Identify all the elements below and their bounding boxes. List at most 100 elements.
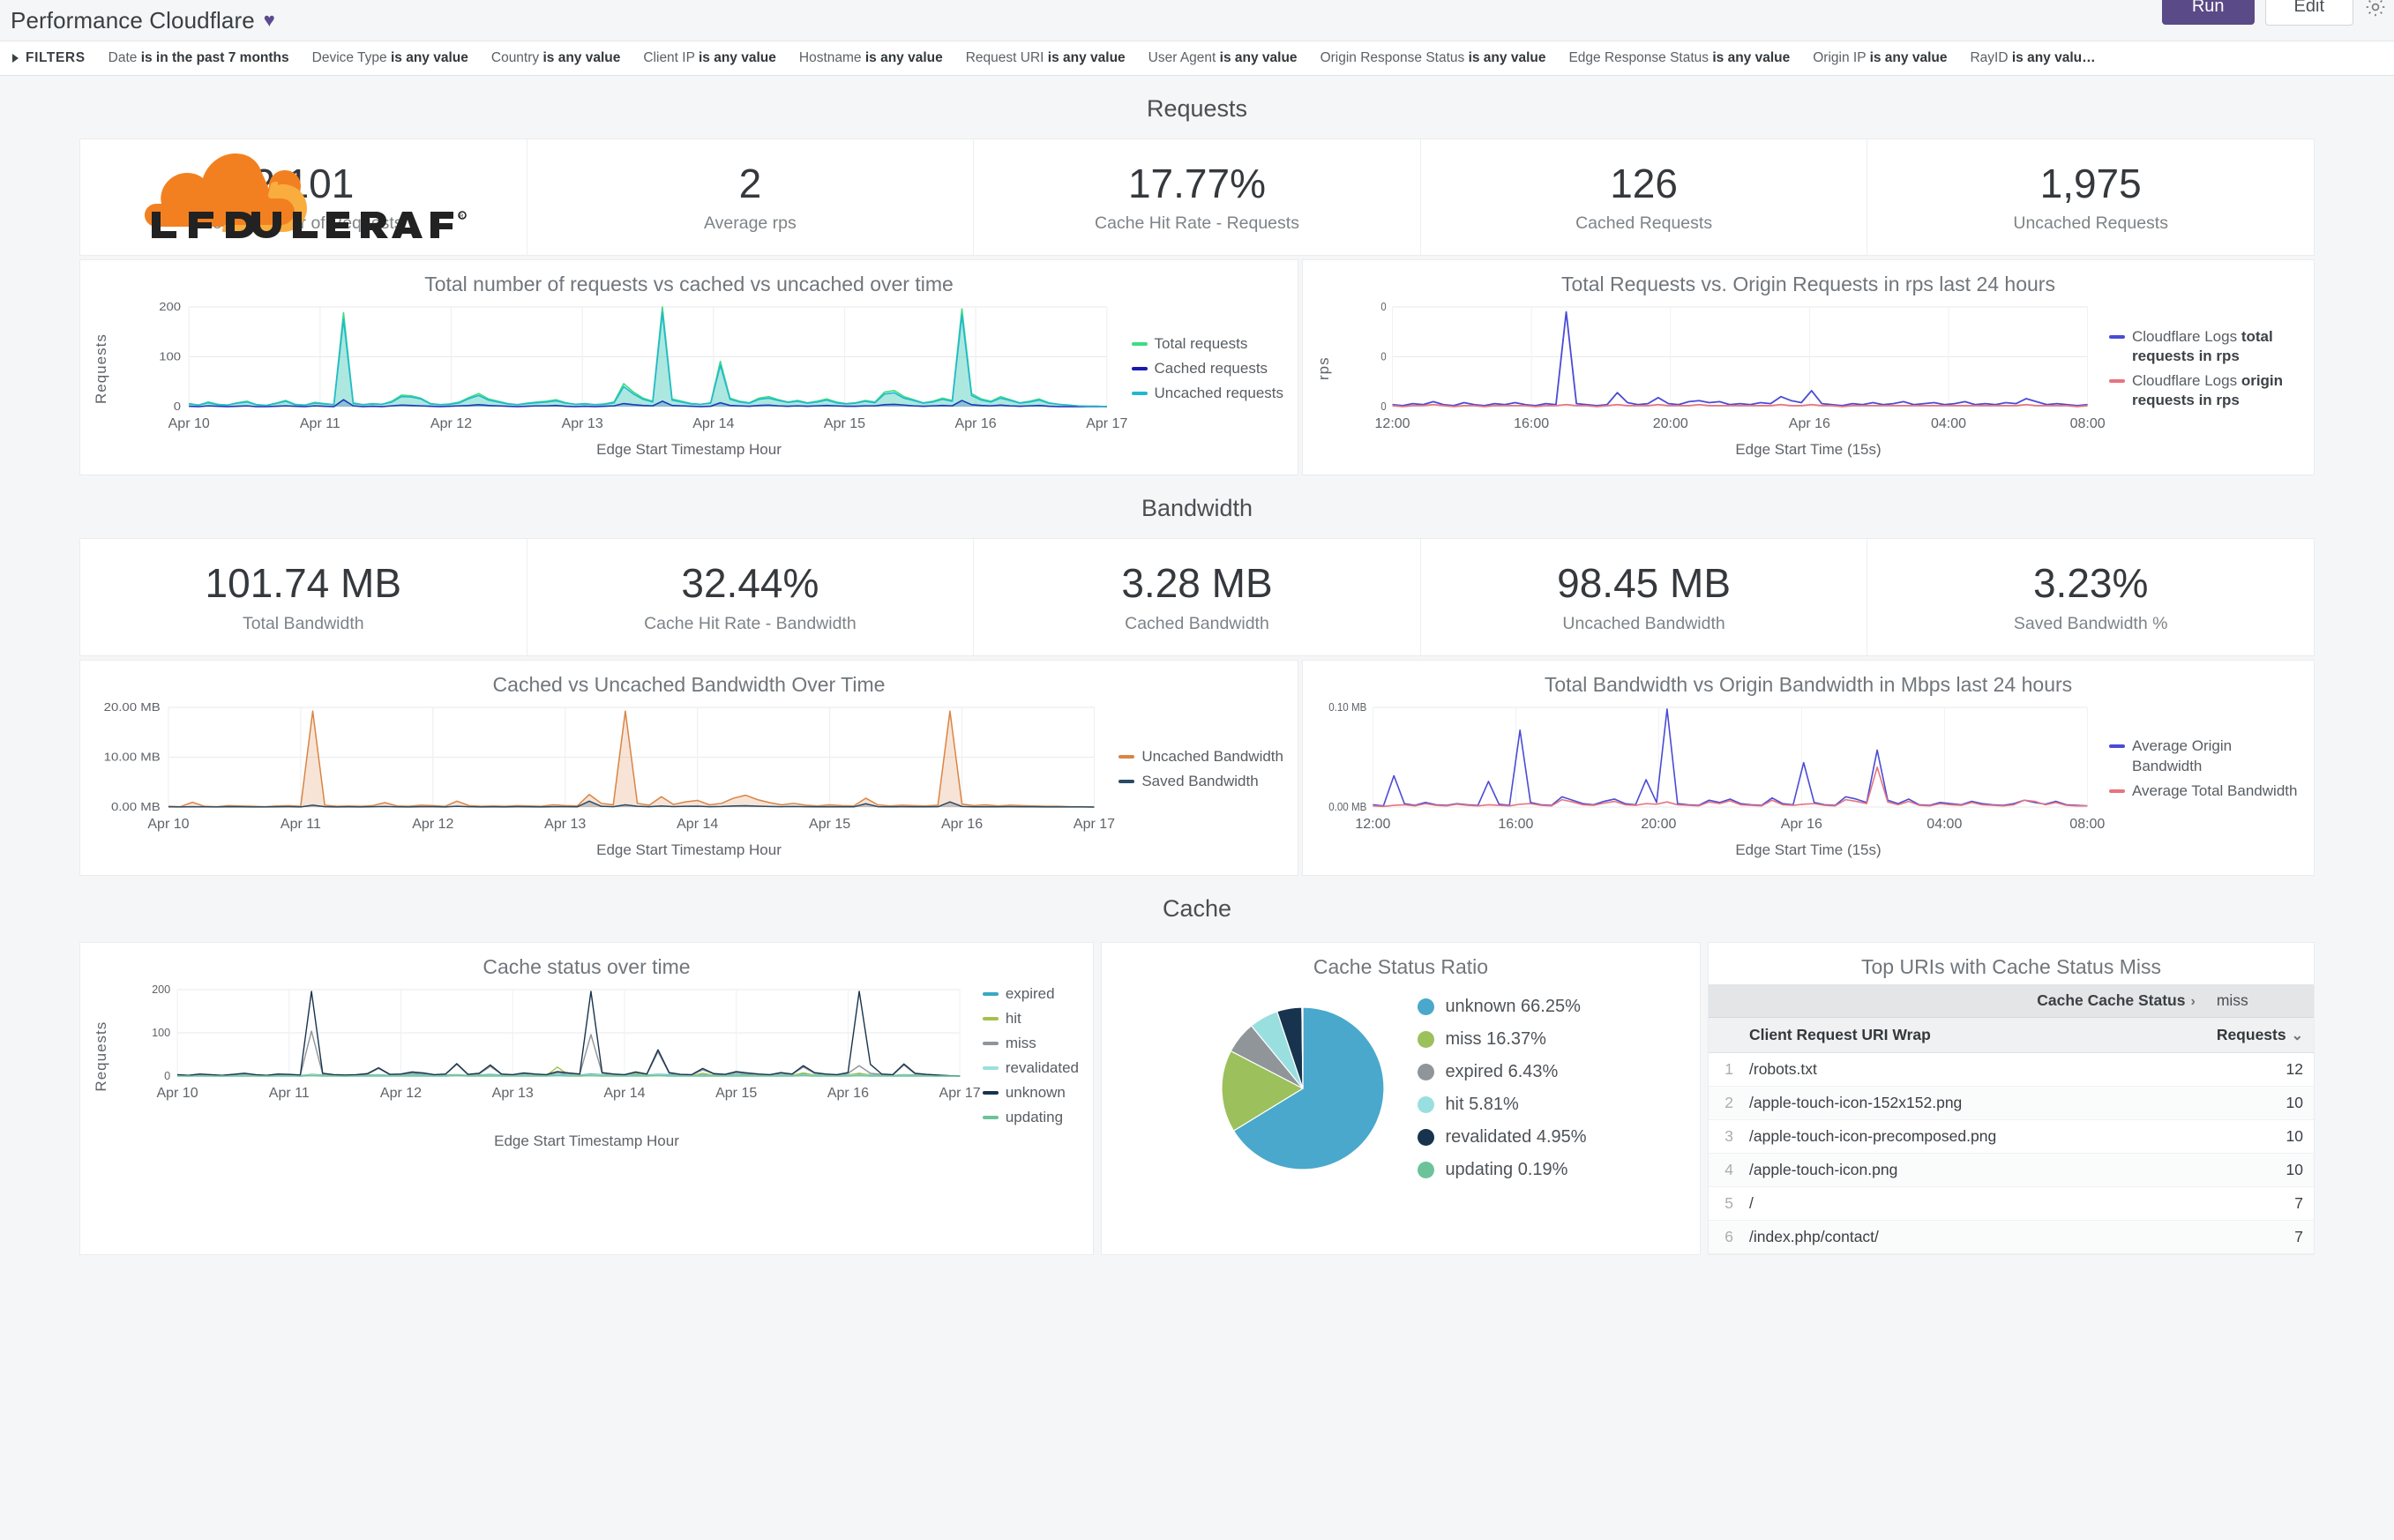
legend-swatch: [1118, 779, 1135, 783]
table-row[interactable]: 4/apple-touch-icon.png 10: [1709, 1153, 2314, 1187]
heart-icon[interactable]: ♥: [263, 9, 275, 31]
pie-legend-item[interactable]: miss 16.37%: [1418, 1029, 1586, 1050]
legend-item[interactable]: Cached requests: [1131, 359, 1283, 378]
legend-item[interactable]: Total requests: [1131, 334, 1283, 354]
row-uri: /: [1739, 1186, 2206, 1221]
x-tick-label: Apr 14: [677, 816, 719, 832]
legend-item[interactable]: miss: [982, 1034, 1079, 1053]
x-tick-label: Apr 14: [692, 416, 735, 432]
group-spacer: [1709, 983, 1739, 1018]
x-tick-label: 04:00: [1926, 816, 1963, 832]
column-header-requests-text: Requests: [2216, 1025, 2286, 1043]
filter-chip[interactable]: Edge Response Status is any value: [1568, 50, 1790, 66]
legend-swatch: [1131, 367, 1148, 371]
table-row[interactable]: 3/apple-touch-icon-precomposed.png 10: [1709, 1119, 2314, 1154]
legend-swatch: [1131, 342, 1148, 347]
kpi-tile[interactable]: 17.77% Cache Hit Rate - Requests: [974, 139, 1421, 256]
kpi-tile[interactable]: 1,975 Uncached Requests: [1867, 139, 2314, 256]
legend-swatch: [2109, 335, 2125, 340]
legend-item[interactable]: Saved Bandwidth: [1118, 772, 1283, 791]
filter-chip[interactable]: Date is in the past 7 months: [108, 50, 289, 66]
kpi-tile[interactable]: 3.23% Saved Bandwidth %: [1867, 539, 2314, 655]
filter-chip[interactable]: Origin IP is any value: [1813, 50, 1947, 66]
top-bar-actions: Run Edit: [2161, 0, 2387, 26]
chart-title: Total number of requests vs cached vs un…: [424, 273, 954, 296]
legend-item[interactable]: Average Origin Bandwidth: [2109, 736, 2300, 775]
gear-icon[interactable]: [2364, 0, 2387, 19]
filter-field: Request URI: [965, 50, 1044, 65]
column-header-requests[interactable]: Requests ⌄: [2205, 1017, 2314, 1053]
legend-item[interactable]: unknown: [982, 1083, 1079, 1103]
x-tick-label: Apr 15: [715, 1085, 758, 1101]
legend-item[interactable]: hit: [982, 1009, 1079, 1028]
pie-legend-item[interactable]: hit 5.81%: [1418, 1095, 1586, 1115]
x-tick-label: Apr 17: [1086, 416, 1128, 432]
column-header-uri[interactable]: Client Request URI Wrap: [1739, 1017, 2206, 1053]
filter-chip[interactable]: Country is any value: [491, 50, 620, 66]
chart-bandwidth-vs-origin-mbps[interactable]: Total Bandwidth vs Origin Bandwidth in M…: [1302, 659, 2315, 876]
table-row[interactable]: 2/apple-touch-icon-152x152.png 10: [1709, 1086, 2314, 1120]
kpi-value: 1,975: [2039, 161, 2142, 206]
chart-requests-vs-origin-rps[interactable]: Total Requests vs. Origin Requests in rp…: [1302, 259, 2315, 476]
filter-chip[interactable]: Origin Response Status is any value: [1320, 50, 1546, 66]
table-row[interactable]: 5/7: [1709, 1186, 2314, 1221]
legend-swatch: [2109, 379, 2125, 384]
y-tick-label: 200: [152, 984, 170, 996]
cloudflare-logo-icon: R: [97, 153, 468, 259]
kpi-tile[interactable]: 3.28 MB Cached Bandwidth: [974, 539, 1421, 655]
filters-toggle[interactable]: FILTERS: [12, 50, 86, 66]
filter-chip[interactable]: RayID is any valu…: [1970, 50, 2095, 66]
legend-label: Cloudflare Logs total requests in rps: [2132, 328, 2273, 365]
pie-slice[interactable]: [1301, 1005, 1305, 1088]
pie-legend-label: miss 16.37%: [1445, 1028, 1546, 1049]
legend-item[interactable]: Cloudflare Logs origin requests in rps: [2109, 371, 2300, 410]
legend-swatch: [982, 991, 999, 996]
filter-chip[interactable]: Hostname is any value: [799, 50, 943, 66]
chart-requests-over-time[interactable]: Total number of requests vs cached vs un…: [79, 259, 1298, 476]
chart-legend: Total requests Cached requests Uncached re…: [1119, 302, 1289, 436]
chart-cache-status-over-time[interactable]: Cache status over time Requests 0 100 200 …: [79, 941, 1094, 1255]
pie-legend-item[interactable]: revalidated 4.95%: [1418, 1127, 1587, 1148]
legend-item[interactable]: Uncached requests: [1131, 384, 1283, 403]
y-tick-label: 0: [1380, 400, 1386, 413]
chart-cache-status-ratio[interactable]: Cache Status Ratio unknown 66.25% miss 16…: [1101, 941, 1701, 1255]
legend-item[interactable]: revalidated: [982, 1058, 1079, 1078]
x-tick-label: Apr 10: [168, 416, 210, 432]
section-title-requests: Requests: [1146, 95, 1248, 122]
edit-button[interactable]: Edit: [2264, 0, 2353, 26]
x-tick-label: 20:00: [1652, 416, 1688, 432]
chevron-right-icon: ›: [2190, 993, 2196, 1009]
legend-item[interactable]: Uncached Bandwidth: [1118, 747, 1283, 766]
table-row[interactable]: 1/robots.txt 12: [1709, 1052, 2314, 1087]
pie-slice[interactable]: [1221, 1050, 1305, 1132]
legend-item[interactable]: expired: [982, 984, 1079, 1004]
kpi-tile[interactable]: 2 Average rps: [527, 139, 975, 256]
pie-slice[interactable]: [1233, 1005, 1386, 1170]
chart-bandwidth-over-time[interactable]: Cached vs Uncached Bandwidth Over Time 0…: [79, 659, 1298, 876]
filter-value: is any value: [1468, 50, 1546, 65]
pie-legend-item[interactable]: unknown 66.25%: [1418, 997, 1586, 1017]
y-tick-label: 0.00 MB: [1328, 800, 1366, 812]
x-axis-label: Edge Start Timestamp Hour: [596, 841, 782, 858]
filter-chip[interactable]: Request URI is any value: [966, 50, 1126, 66]
table-row[interactable]: 6/index.php/contact/7: [1709, 1220, 2314, 1254]
kpi-tile[interactable]: 98.45 MB Uncached Bandwidth: [1420, 539, 1868, 655]
kpi-tile[interactable]: 101.74 MB Total Bandwidth: [80, 539, 527, 655]
legend-swatch: [982, 1090, 999, 1095]
pie-legend-item[interactable]: updating 0.19%: [1418, 1160, 1586, 1180]
group-header-label[interactable]: Cache Cache Status ›: [1739, 983, 2206, 1018]
x-tick-label: 16:00: [1498, 816, 1534, 832]
filter-chip[interactable]: Device Type is any value: [312, 50, 468, 66]
x-tick-label: Apr 13: [491, 1085, 534, 1101]
pie-legend-item[interactable]: expired 6.43%: [1418, 1062, 1586, 1082]
legend-item[interactable]: Cloudflare Logs total requests in rps: [2109, 327, 2300, 366]
filter-chip[interactable]: Client IP is any value: [643, 50, 776, 66]
kpi-tile[interactable]: 32.44% Cache Hit Rate - Bandwidth: [527, 539, 975, 655]
table-body: 1/robots.txt 12 2/apple-touch-icon-152x152…: [1709, 1052, 2314, 1254]
legend-item[interactable]: Average Total Bandwidth: [2109, 781, 2300, 801]
kpi-tile[interactable]: 126 Cached Requests: [1420, 139, 1868, 256]
legend-item[interactable]: updating: [982, 1108, 1079, 1127]
x-tick-label: Apr 11: [268, 1085, 310, 1101]
filter-chip[interactable]: User Agent is any value: [1148, 50, 1298, 66]
run-button[interactable]: Run: [2161, 0, 2255, 25]
